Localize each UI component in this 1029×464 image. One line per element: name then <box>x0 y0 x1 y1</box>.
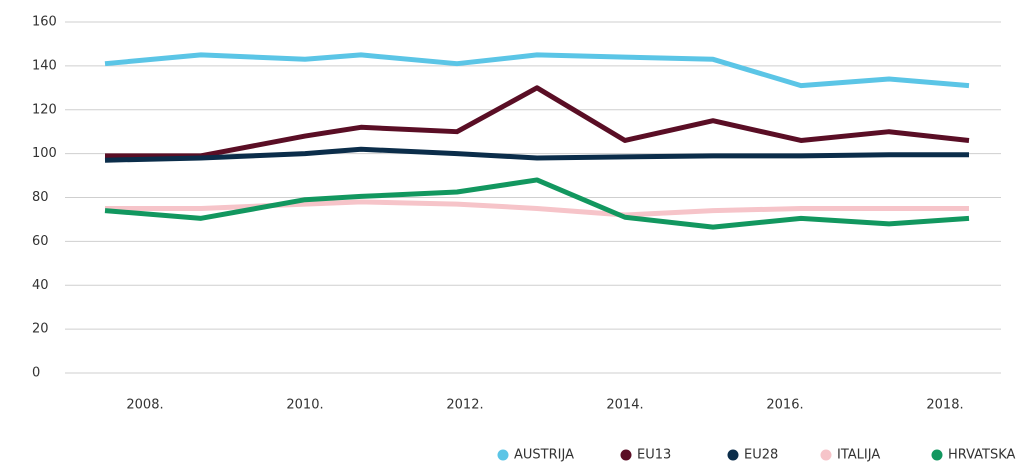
y-tick-label: 120 <box>32 102 57 117</box>
y-tick-label: 0 <box>32 366 40 381</box>
legend-swatch <box>497 449 509 461</box>
y-tick-label: 80 <box>32 190 49 205</box>
legend-label: AUSTRIJA <box>514 448 574 463</box>
x-tick-label: 2008. <box>126 398 163 413</box>
y-tick-label: 60 <box>32 234 49 249</box>
legend-swatch <box>931 449 943 461</box>
y-tick-label: 40 <box>32 278 49 293</box>
line-series <box>104 177 970 230</box>
legend-swatch <box>727 449 739 461</box>
line-series <box>104 146 969 163</box>
legend-swatch <box>820 449 832 461</box>
line-series <box>104 52 970 89</box>
x-tick-label: 2010. <box>286 398 323 413</box>
legend-label: EU28 <box>744 448 778 463</box>
y-tick-label: 20 <box>32 322 49 337</box>
legend-label: EU13 <box>637 448 671 463</box>
y-tick-label: 100 <box>32 146 57 161</box>
legend-swatch <box>620 449 632 461</box>
x-tick-label: 2014. <box>606 398 643 413</box>
y-tick-label: 140 <box>32 58 57 73</box>
x-tick-label: 2018. <box>926 398 963 413</box>
x-tick-label: 2012. <box>446 398 483 413</box>
legend-label: HRVATSKA <box>948 448 1016 463</box>
line-series <box>105 85 970 159</box>
legend-label: ITALIJA <box>837 448 880 463</box>
x-tick-label: 2016. <box>766 398 803 413</box>
y-tick-label: 160 <box>32 15 57 30</box>
